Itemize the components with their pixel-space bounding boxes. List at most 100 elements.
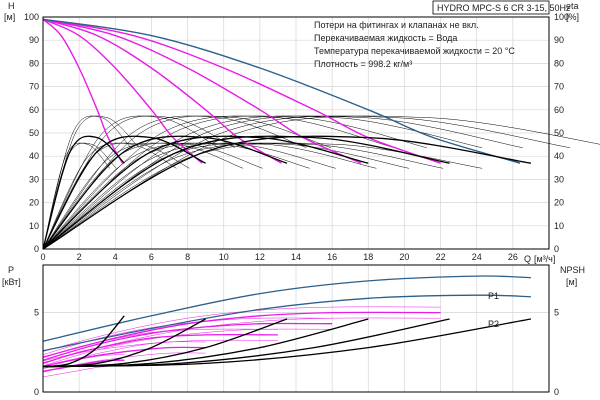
bottom-chart-series (42, 275, 532, 378)
y-tick-label-left: 50 (29, 128, 39, 138)
top-chart-frame (42, 16, 550, 250)
x-tick-label: 2 (77, 252, 82, 262)
power-curve (42, 311, 441, 358)
eta-curve (42, 135, 369, 250)
y-tick-label-right: 70 (554, 82, 564, 92)
eta-curve (42, 135, 288, 250)
x-tick-label: 18 (363, 252, 373, 262)
eta-curve-thin (42, 115, 307, 250)
y-tick-label-right: 90 (554, 35, 564, 45)
y-tick-label-left: 70 (29, 82, 39, 92)
head-curve (42, 18, 441, 164)
y-tick-label-left: 10 (29, 221, 39, 231)
eta-curve-thin (42, 142, 409, 250)
x-tick-label: 24 (472, 252, 482, 262)
npsh-tick-label: 0 (554, 387, 559, 397)
p-tick-label: 0 (34, 387, 39, 397)
y-tick-label-left: 20 (29, 198, 39, 208)
info-line-liquid: Перекачиваемая жидкость = Вода (314, 33, 457, 43)
x-tick-label: 26 (508, 252, 518, 262)
y-tick-label-right: 0 (554, 244, 559, 254)
eta-curve-thin (42, 142, 336, 250)
power-curve (42, 346, 206, 368)
x-tick-label: 0 (40, 252, 45, 262)
eta-curve-thin (42, 142, 177, 250)
head-curve (42, 18, 124, 164)
top-ylabel-right: eta (566, 1, 579, 11)
x-tick-label: 8 (185, 252, 190, 262)
info-line-density: Плотность = 998.2 кг/м³ (314, 59, 412, 69)
x-axis-unit: [м³/ч] (534, 254, 555, 264)
y-tick-label-left: 60 (29, 105, 39, 115)
top-chart-series (42, 18, 600, 250)
x-tick-label: 10 (219, 252, 229, 262)
y-tick-label-left: 100 (24, 12, 39, 22)
npsh-curve (42, 318, 532, 368)
y-tick-label-right: 40 (554, 151, 564, 161)
info-line-temperature: Температура перекачиваемой жидкости = 20… (314, 46, 515, 56)
y-tick-label-right: 20 (554, 198, 564, 208)
head-curve (42, 18, 282, 164)
bottom-ylabel-left: P (8, 265, 14, 275)
x-tick-label: 6 (149, 252, 154, 262)
y-tick-label-right: 100 (554, 12, 569, 22)
series-label-p2: P2 (488, 319, 499, 329)
x-axis-label: Q (524, 254, 531, 264)
bottom-ylabel-left-unit: [кВт] (2, 277, 21, 287)
y-tick-label-right: 60 (554, 105, 564, 115)
p1-curve (42, 275, 531, 342)
eta-curve-thin (42, 115, 571, 250)
bottom-ylabel-right: NPSH (560, 265, 585, 275)
top-ylabel-left: H (8, 1, 15, 11)
eta-curve (42, 135, 532, 250)
eta-curve-thin (42, 115, 131, 250)
y-tick-label-left: 80 (29, 58, 39, 68)
chart-title-box (432, 0, 550, 15)
bottom-ylabel-right-unit: [м] (566, 277, 577, 287)
y-tick-label-right: 80 (554, 58, 564, 68)
x-tick-label: 22 (436, 252, 446, 262)
info-line-fittings: Потери на фитингах и клапанах не вкл. (314, 20, 479, 30)
eta-curve-thin (42, 142, 110, 250)
x-tick-label: 16 (327, 252, 337, 262)
eta-curve (42, 135, 125, 250)
p2-curve (42, 294, 531, 352)
x-tick-label: 12 (255, 252, 265, 262)
x-tick-label: 14 (291, 252, 301, 262)
npsh-tick-label: 5 (554, 308, 559, 318)
eta-curve-thin (42, 142, 244, 250)
eta-curve-thin (42, 142, 190, 250)
y-tick-label-left: 90 (29, 35, 39, 45)
bottom-chart-frame (42, 264, 550, 393)
eta-curve-thin (42, 115, 219, 250)
y-tick-label-right: 10 (554, 221, 564, 231)
power-curve (42, 359, 125, 373)
info-block: Потери на фитингах и клапанах не вкл. Пе… (314, 20, 515, 69)
x-tick-label: 4 (113, 252, 118, 262)
power-curve (42, 322, 333, 361)
head-curve (42, 18, 521, 164)
y-tick-label-right: 50 (554, 128, 564, 138)
y-tick-label-left: 0 (34, 244, 39, 254)
power-curve-thin (42, 306, 441, 352)
eta-curve (42, 135, 206, 250)
y-tick-label-right: 30 (554, 174, 564, 184)
bottom-chart-grid (43, 265, 549, 392)
y-tick-label-left: 40 (29, 151, 39, 161)
chart-title: HYDRO MPC-S 6 CR 3-15, 50Hz (437, 3, 571, 13)
y-tick-label-left: 30 (29, 174, 39, 184)
head-curve (42, 18, 203, 164)
npsh-curve (42, 318, 369, 368)
series-label-p1: P1 (488, 291, 499, 301)
eta-curve-thin (42, 142, 377, 250)
bottom-chart-ticks: 0 0 5 5 (34, 308, 559, 397)
power-curve (42, 333, 278, 365)
eta-curve (42, 135, 450, 250)
x-tick-label: 20 (399, 252, 409, 262)
top-ylabel-left-unit: [м] (4, 12, 15, 22)
p-tick-label: 5 (34, 308, 39, 318)
eta-curve-thin (42, 142, 263, 250)
power-curve-thin (42, 365, 125, 378)
